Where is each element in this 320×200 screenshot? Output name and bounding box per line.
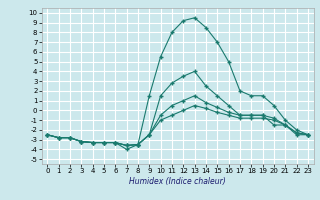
X-axis label: Humidex (Indice chaleur): Humidex (Indice chaleur) xyxy=(129,177,226,186)
